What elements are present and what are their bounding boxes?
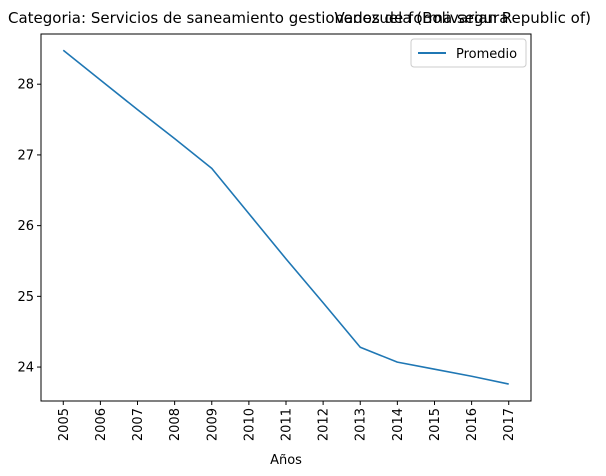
x-tick-label: 2015: [428, 408, 443, 441]
series-layer: [62, 49, 509, 385]
x-tick-label: 2017: [502, 408, 517, 441]
x-tick-label: 2005: [57, 408, 72, 441]
x-tick-label: 2011: [280, 408, 295, 441]
y-axis: 24 25 26 27 28: [17, 78, 41, 376]
y-tick-label: 26: [17, 219, 34, 234]
chart-title-right: Venezuela (Bolivarian Republic of): [334, 9, 591, 27]
x-axis-label: Años: [270, 453, 302, 468]
x-tick-label: 2010: [242, 408, 257, 441]
y-tick-label: 25: [17, 290, 34, 305]
y-tick-label: 27: [17, 148, 34, 163]
legend: Promedio: [410, 38, 527, 68]
x-axis: 2005 2006 2007 2008 2009 2010 2011 2012 2013 2014…: [57, 401, 517, 441]
plot-area-frame: [40, 33, 532, 402]
x-tick-label: 2006: [94, 408, 109, 441]
x-tick-label: 2009: [205, 408, 220, 441]
x-tick-label: 2012: [317, 408, 332, 441]
x-tick-label: 2014: [391, 408, 406, 441]
y-tick-label: 28: [17, 78, 34, 93]
x-tick-label: 2013: [354, 408, 369, 441]
x-tick-label: 2008: [168, 408, 183, 441]
y-tick-label: 24: [17, 361, 34, 376]
legend-box: [410, 38, 527, 68]
x-tick-label: 2016: [465, 408, 480, 441]
legend-label-promedio: Promedio: [456, 47, 517, 62]
chart-title-left: Categoria: Servicios de saneamiento gest…: [8, 9, 508, 27]
series-line-promedio: [62, 49, 509, 385]
x-tick-label: 2007: [131, 408, 146, 441]
